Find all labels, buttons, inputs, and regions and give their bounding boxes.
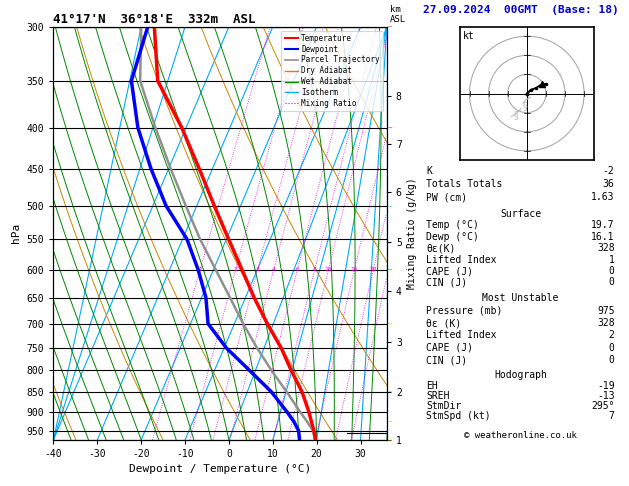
Text: 7: 7 — [609, 411, 615, 421]
Text: 0: 0 — [609, 278, 615, 288]
Text: 0: 0 — [609, 355, 615, 365]
Text: 328: 328 — [597, 318, 615, 328]
Text: Lifted Index: Lifted Index — [426, 330, 497, 341]
Text: 1: 1 — [609, 255, 615, 264]
Text: 19.7: 19.7 — [591, 220, 615, 230]
Text: —: — — [388, 124, 392, 131]
X-axis label: Dewpoint / Temperature (°C): Dewpoint / Temperature (°C) — [129, 465, 311, 474]
Legend: Temperature, Dewpoint, Parcel Trajectory, Dry Adiabat, Wet Adiabat, Isotherm, Mi: Temperature, Dewpoint, Parcel Trajectory… — [281, 31, 383, 111]
Text: —: — — [388, 437, 392, 443]
Text: Temp (°C): Temp (°C) — [426, 220, 479, 230]
Text: StmDir: StmDir — [426, 401, 462, 411]
Text: —: — — [388, 418, 392, 424]
Text: θε (K): θε (K) — [426, 318, 462, 328]
Text: §: § — [523, 101, 528, 111]
Text: SREH: SREH — [426, 391, 450, 401]
Text: 27.09.2024  00GMT  (Base: 18): 27.09.2024 00GMT (Base: 18) — [423, 4, 618, 15]
Text: 1: 1 — [198, 267, 202, 272]
Text: CAPE (J): CAPE (J) — [426, 343, 474, 353]
Text: 4: 4 — [272, 267, 276, 272]
Text: 3: 3 — [256, 267, 259, 272]
Text: Most Unstable: Most Unstable — [482, 293, 559, 303]
Text: CIN (J): CIN (J) — [426, 278, 467, 288]
Text: -2: -2 — [603, 166, 615, 176]
Text: 8: 8 — [313, 267, 316, 272]
Text: Totals Totals: Totals Totals — [426, 179, 503, 189]
Text: —: — — [388, 267, 392, 273]
Text: PW (cm): PW (cm) — [426, 192, 467, 203]
Text: StmSpd (kt): StmSpd (kt) — [426, 411, 491, 421]
Text: —: — — [388, 389, 392, 395]
Text: 36: 36 — [603, 179, 615, 189]
Text: Hodograph: Hodograph — [494, 370, 547, 381]
Text: 975: 975 — [597, 306, 615, 316]
Text: 2: 2 — [609, 330, 615, 341]
Text: kt: kt — [463, 31, 474, 41]
Text: CAPE (J): CAPE (J) — [426, 266, 474, 276]
Text: 6: 6 — [296, 267, 299, 272]
Text: 0: 0 — [609, 266, 615, 276]
Text: 16.1: 16.1 — [591, 232, 615, 242]
Text: Surface: Surface — [500, 208, 541, 219]
Text: © weatheronline.co.uk: © weatheronline.co.uk — [464, 431, 577, 440]
Text: Pressure (mb): Pressure (mb) — [426, 306, 503, 316]
Text: K: K — [426, 166, 432, 176]
Text: 2: 2 — [234, 267, 238, 272]
Text: 20: 20 — [370, 267, 377, 272]
Text: Lifted Index: Lifted Index — [426, 255, 497, 264]
Text: 15: 15 — [350, 267, 358, 272]
Text: Dewp (°C): Dewp (°C) — [426, 232, 479, 242]
Y-axis label: hPa: hPa — [11, 223, 21, 243]
Text: CIN (J): CIN (J) — [426, 355, 467, 365]
Y-axis label: Mixing Ratio (g/kg): Mixing Ratio (g/kg) — [408, 177, 417, 289]
Text: -13: -13 — [597, 391, 615, 401]
Text: —: — — [388, 203, 392, 209]
Text: —: — — [388, 321, 392, 327]
Text: km
ASL: km ASL — [390, 5, 406, 24]
Text: 295°: 295° — [591, 401, 615, 411]
Text: 0: 0 — [609, 343, 615, 353]
Text: 328: 328 — [597, 243, 615, 253]
Text: 10: 10 — [325, 267, 332, 272]
Text: 41°17'N  36°18'E  332m  ASL: 41°17'N 36°18'E 332m ASL — [53, 13, 256, 26]
Text: EH: EH — [426, 381, 438, 391]
Text: 1.63: 1.63 — [591, 192, 615, 203]
Text: §: § — [513, 110, 518, 121]
Text: θε(K): θε(K) — [426, 243, 456, 253]
Text: —: — — [388, 24, 392, 30]
Text: -19: -19 — [597, 381, 615, 391]
